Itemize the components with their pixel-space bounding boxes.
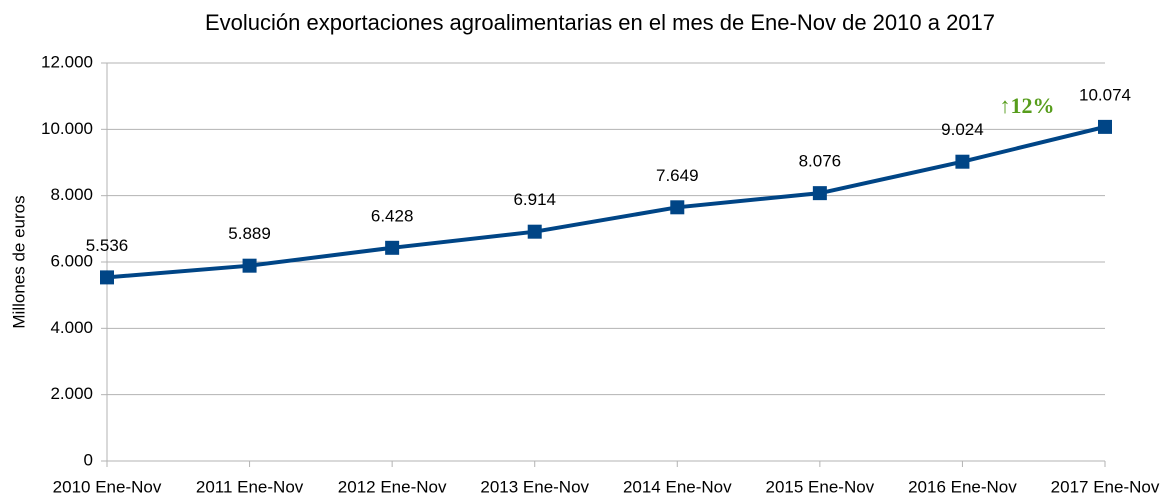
y-tick-label: 12.000 (41, 52, 93, 71)
x-tick-label: 2012 Ene-Nov (338, 477, 447, 496)
data-label: 9.024 (941, 120, 984, 139)
y-tick-label: 8.000 (50, 185, 93, 204)
y-tick-label: 6.000 (50, 251, 93, 270)
x-tick-label: 2015 Ene-Nov (766, 477, 875, 496)
marker (385, 240, 400, 255)
y-axis-label: Millones de euros (9, 195, 28, 328)
marker (670, 200, 685, 215)
y-tick-label: 10.000 (41, 119, 93, 138)
marker (527, 224, 542, 239)
data-label: 6.914 (513, 190, 556, 209)
line (106, 124, 1106, 280)
data-label: 10.074 (1079, 85, 1131, 104)
data-label: 8.076 (799, 152, 842, 171)
y-tick-label: 0 (84, 450, 93, 469)
marker (1098, 119, 1112, 134)
x-tick-label: 2016 Ene-Nov (908, 477, 1017, 496)
annotation: ↑12% (1000, 93, 1055, 118)
marker (812, 186, 827, 201)
x-tick-label: 2013 Ene-Nov (480, 477, 589, 496)
x-tick-label: 2011 Ene-Nov (196, 477, 304, 496)
x-tick-label: 2014 Ene-Nov (623, 477, 732, 496)
y-tick-label: 2.000 (50, 384, 93, 403)
x-tick-label: 2017 Ene-Nov (1051, 477, 1160, 496)
chart-title: Evolución exportaciones agroalimentarias… (205, 10, 995, 35)
marker (100, 270, 114, 285)
marker (955, 154, 970, 169)
x-tick-label: 2010 Ene-Nov (53, 477, 162, 496)
y-tick-label: 4.000 (50, 318, 93, 337)
marker (242, 258, 257, 273)
data-label: 7.649 (656, 166, 699, 185)
data-label: 6.428 (371, 206, 414, 225)
data-label: 5.536 (86, 236, 129, 255)
data-label: 5.889 (228, 224, 271, 243)
